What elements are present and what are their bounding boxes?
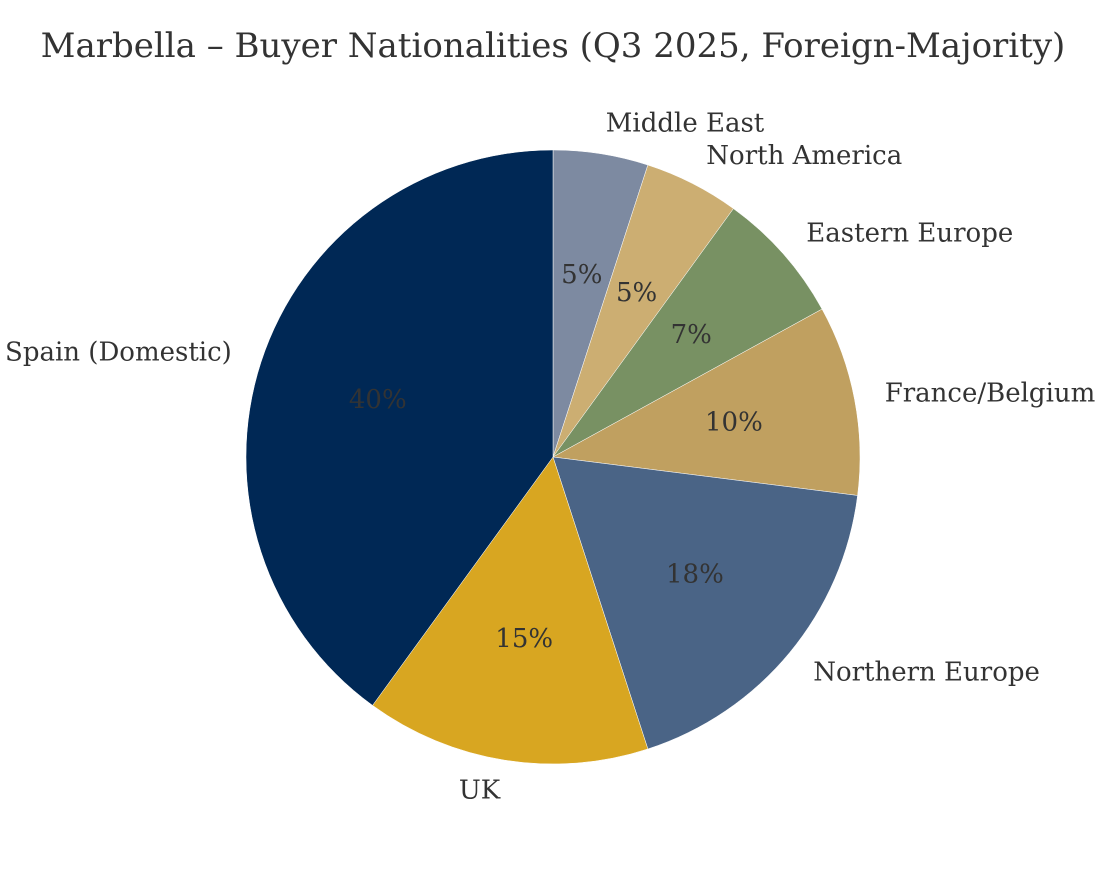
- category-label-spain-domestic: Spain (Domestic): [5, 338, 232, 368]
- pie-slice-uk: [372, 456, 649, 765]
- pie-slice-eastern-europe: [552, 208, 823, 458]
- pct-label-middle-east: 5%: [561, 260, 602, 290]
- chart-title: Marbella – Buyer Nationalities (Q3 2025,…: [41, 26, 1066, 66]
- category-label-france-belgium: France/Belgium: [885, 379, 1096, 409]
- pie-labels: 5% Middle East 5% North America 7% Eastern Eu…: [5, 109, 1095, 806]
- pct-label-france-belgium: 10%: [705, 408, 763, 438]
- pct-label-uk: 15%: [495, 624, 553, 654]
- pie-slice-northern-europe: [552, 456, 858, 750]
- category-label-uk: UK: [459, 776, 501, 806]
- category-label-north-america: North America: [706, 141, 902, 171]
- pct-label-eastern-europe: 7%: [671, 320, 712, 350]
- category-label-eastern-europe: Eastern Europe: [806, 219, 1013, 249]
- category-label-middle-east: Middle East: [606, 109, 765, 139]
- pct-label-spain-domestic: 40%: [349, 385, 407, 415]
- category-label-northern-europe: Northern Europe: [813, 657, 1040, 687]
- pct-label-north-america: 5%: [616, 278, 657, 308]
- pie-slices: [245, 149, 861, 765]
- pct-label-northern-europe: 18%: [666, 559, 724, 589]
- pie-slice-spain-domestic: [245, 149, 554, 706]
- pie-slice-france-belgium: [552, 308, 861, 496]
